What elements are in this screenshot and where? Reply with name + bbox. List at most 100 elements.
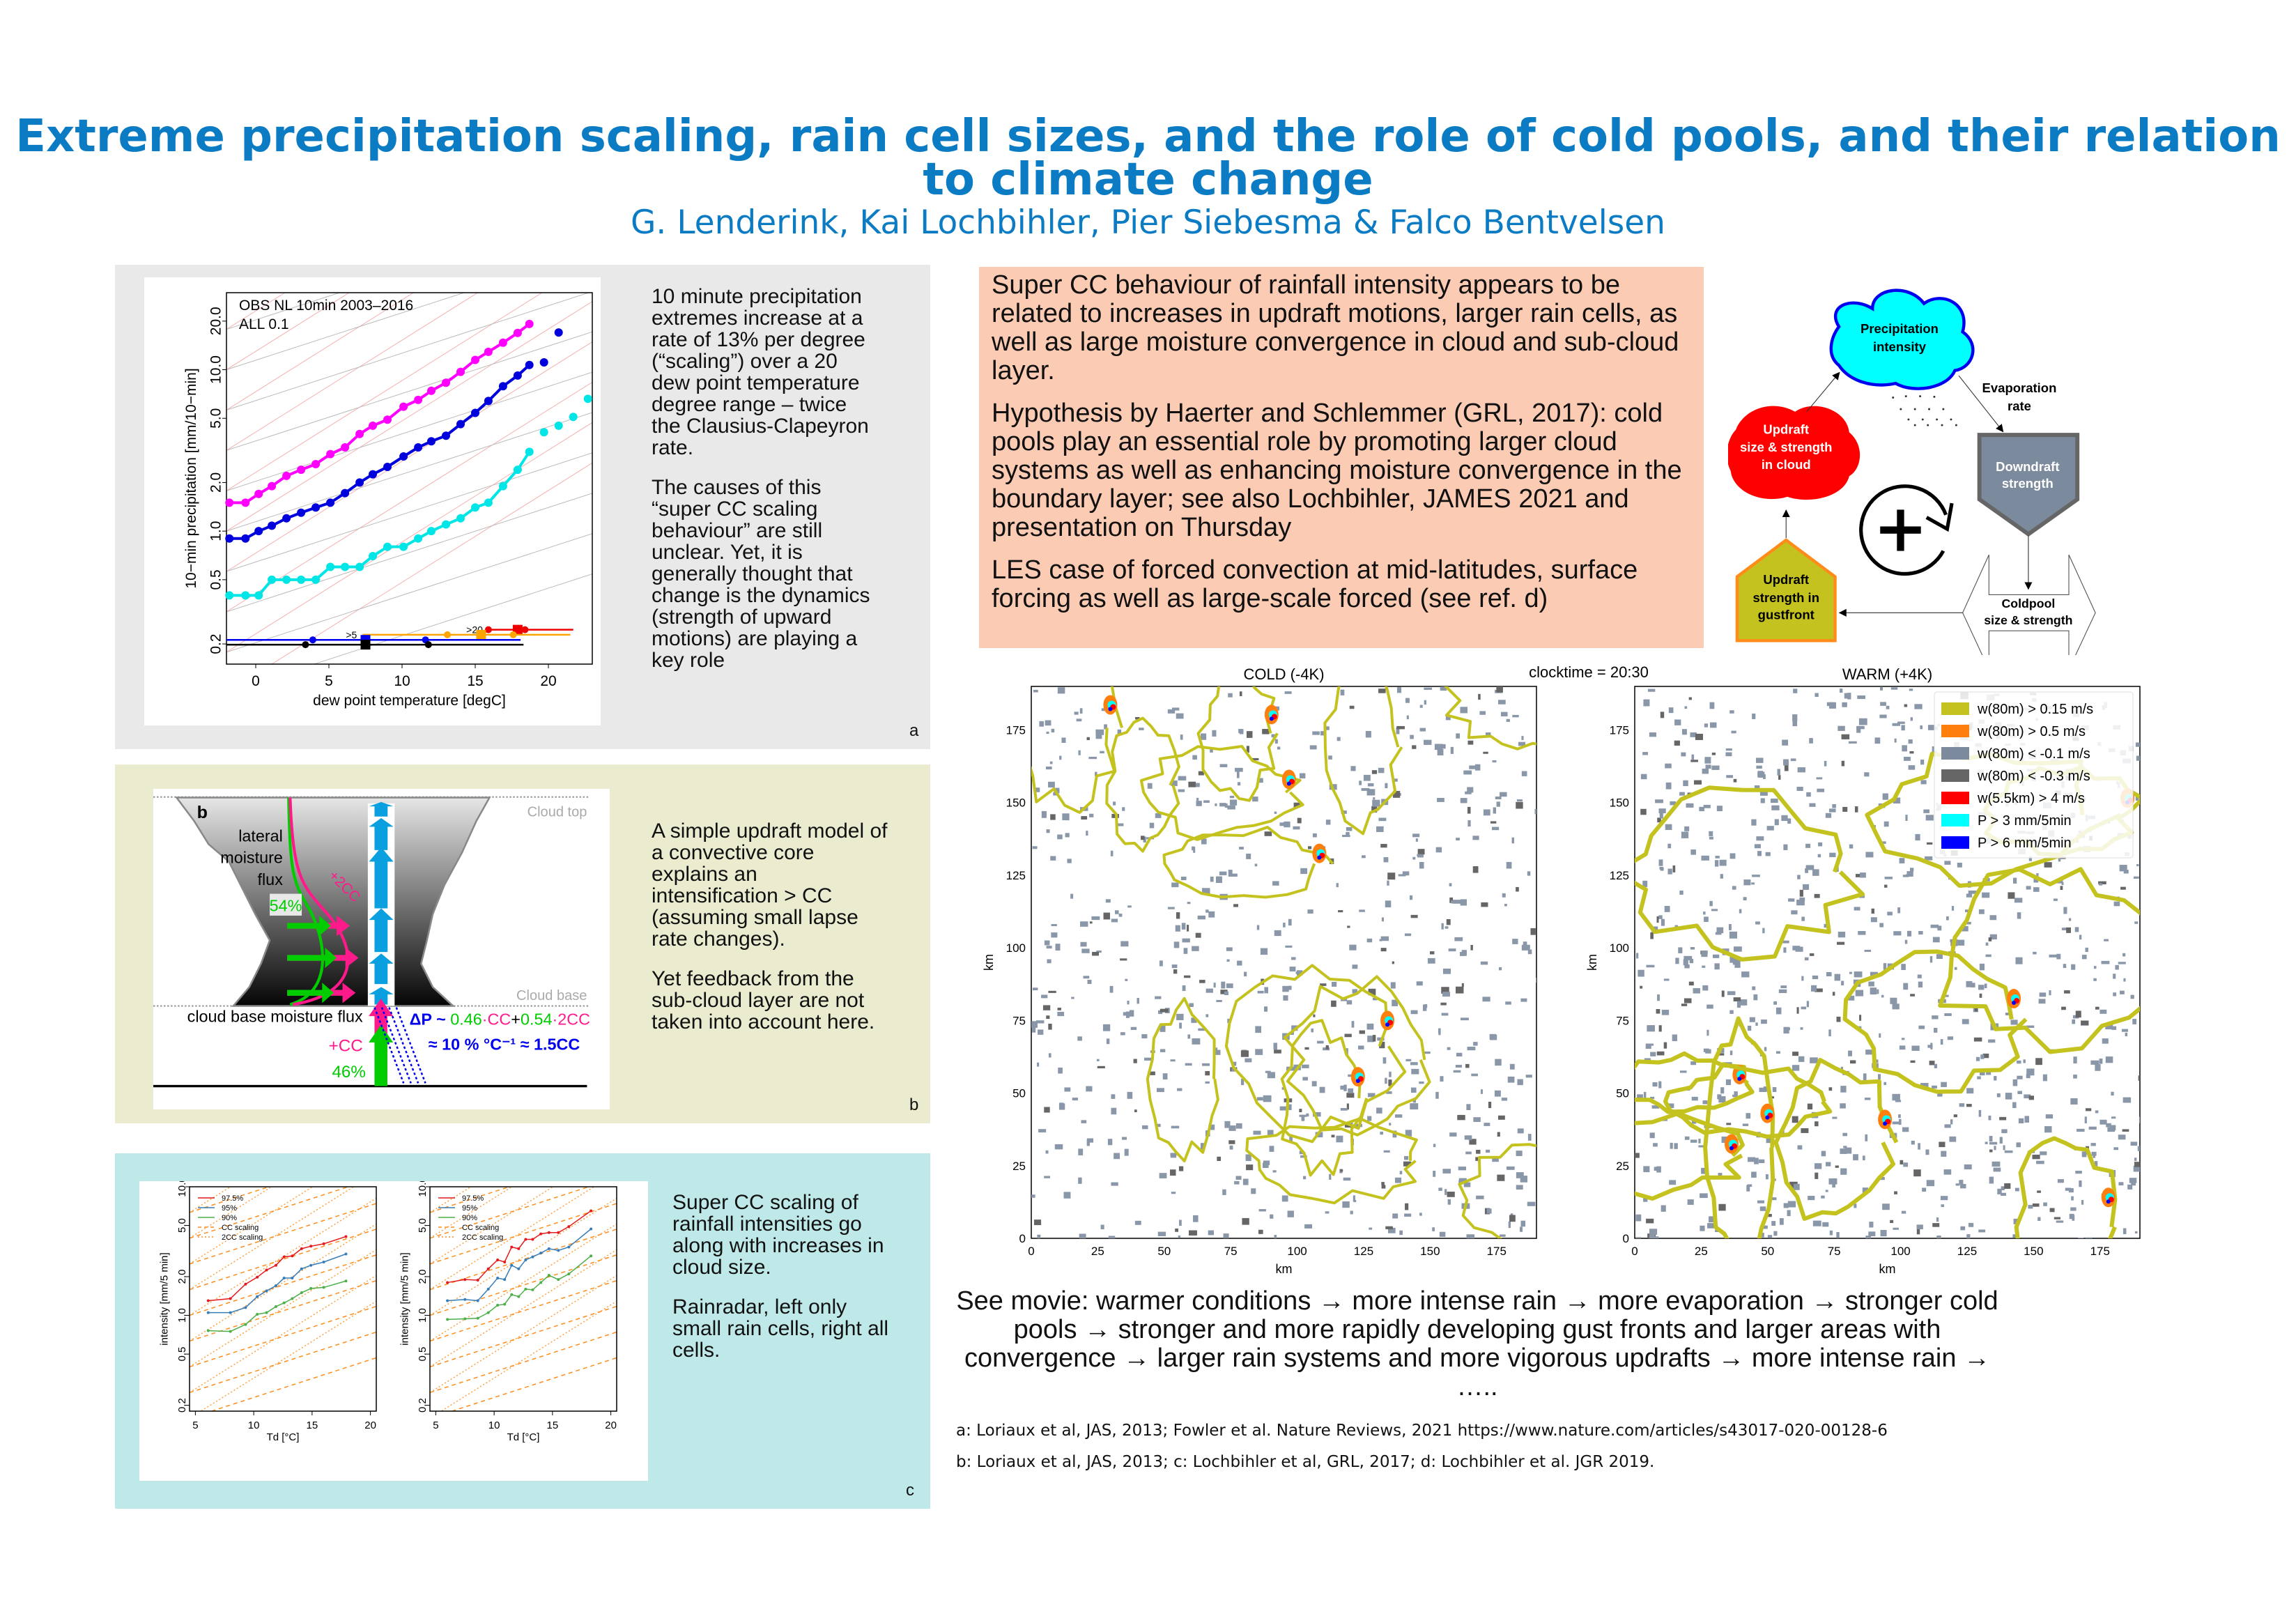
downdraft-patch: [1792, 1065, 1800, 1071]
x-tick-label: 125: [1957, 1245, 1977, 1258]
downdraft-patch: [1367, 1093, 1376, 1098]
downdraft-patch: [1224, 803, 1228, 808]
downdraft-patch: [2069, 1213, 2074, 1220]
data-point: [567, 1225, 571, 1229]
downdraft-patch: [1091, 916, 1100, 921]
downdraft-patch: [2071, 1196, 2074, 1201]
downdraft-patch: [2133, 1165, 2140, 1172]
downdraft-patch: [1149, 822, 1155, 829]
downdraft-patch: [1123, 1012, 1130, 1016]
downdraft-patch: [1448, 948, 1456, 952]
downdraft-patch: [1684, 706, 1688, 709]
downdraft-patch: [1686, 803, 1694, 808]
downdraft-patch: [1415, 838, 1418, 842]
downdraft-patch: [1490, 1034, 1497, 1040]
y-tick-label: 5.0: [208, 408, 224, 429]
downdraft-patch: [1262, 729, 1270, 734]
data-point: [539, 1252, 543, 1255]
downdraft-patch: [1433, 1171, 1436, 1177]
downdraft-patch: [2043, 1202, 2047, 1206]
downdraft-patch: [1500, 792, 1507, 797]
downdraft-patch: [1079, 1233, 1086, 1238]
downdraft-patch: [1092, 951, 1100, 956]
downdraft-patch: [1701, 1167, 1709, 1174]
downdraft-patch: [1228, 693, 1233, 698]
downdraft-patch: [1171, 882, 1179, 888]
downdraft-patch: [1516, 801, 1523, 809]
downdraft-patch: [1812, 869, 1819, 876]
series-line-90%: [208, 1280, 346, 1332]
y-tick-label: 175: [1006, 724, 1026, 737]
downdraft-patch: [1761, 1020, 1767, 1024]
downdraft-patch: [1658, 1081, 1662, 1089]
downdraft-patch: [1864, 949, 1872, 952]
downdraft-patch: [1753, 994, 1758, 1001]
downdraft-patch: [1792, 714, 1798, 721]
downdraft-patch: [1349, 705, 1355, 709]
cc-line: [210, 1357, 376, 1411]
downdraft-patch: [1856, 726, 1861, 733]
downdraft-patch: [1877, 989, 1879, 994]
downdraft-patch: [2078, 1238, 2083, 1243]
downdraft-patch: [1520, 1226, 1523, 1232]
downdraft-patch: [1701, 855, 1709, 861]
downdraft-patch: [1032, 1026, 1036, 1033]
downdraft-patch: [1807, 1103, 1813, 1110]
downdraft-patch: [1229, 1145, 1233, 1150]
range-q25: [309, 636, 316, 644]
precip-6mm: [1317, 855, 1322, 860]
cold-map: COLD (-4K)002525505075751001001251251501…: [982, 666, 1537, 1276]
data-point: [297, 466, 306, 475]
data-point: [265, 1289, 268, 1293]
downdraft-patch: [1792, 1116, 1798, 1123]
les-maps: clocktime = 20:30 COLD (-4K) 0 0 25 25 50 50 75 7…: [962, 662, 2160, 1282]
eq-dp: ΔP ~: [410, 1010, 451, 1029]
downdraft-patch: [1739, 909, 1742, 914]
downdraft-patch: [2049, 1208, 2055, 1213]
downdraft-patch: [1828, 1178, 1837, 1185]
downdraft-patch: [1492, 1157, 1499, 1162]
downdraft-patch: [1139, 728, 1144, 730]
plus-cc-label: +CC: [329, 1036, 363, 1055]
downdraft-patch: [1510, 1213, 1513, 1216]
downdraft-patch: [1870, 971, 1878, 976]
downdraft-patch: [1181, 923, 1186, 930]
gust-front: [1842, 949, 2028, 1094]
downdraft-patch: [1506, 861, 1512, 869]
downdraft-patch: [1500, 711, 1508, 716]
downdraft-patch: [1497, 1115, 1505, 1120]
downdraft-patch: [2132, 1019, 2136, 1024]
downdraft-patch: [1809, 803, 1816, 807]
downdraft-patch: [1272, 881, 1279, 886]
downdraft-patch: [1405, 1059, 1412, 1061]
downdraft-patch: [1751, 819, 1757, 826]
downdraft-patch: [1640, 808, 1647, 815]
downdraft-patch: [1756, 757, 1764, 763]
downdraft-patch: [2122, 1097, 2132, 1103]
2cc-line: [430, 1197, 617, 1316]
downdraft-patch: [1105, 899, 1111, 903]
downdraft-patch: [1195, 932, 1201, 938]
data-point: [503, 1278, 507, 1282]
data-point: [241, 498, 250, 507]
downdraft-patch: [1484, 1123, 1490, 1126]
downdraft-patch: [1957, 863, 1962, 868]
downdraft-patch: [1079, 708, 1083, 714]
x-tick-label: 0: [1631, 1245, 1638, 1258]
downdraft-patch: [1814, 893, 1820, 898]
downdraft-patch: [1808, 1195, 1815, 1201]
downdraft-patch: [1050, 856, 1056, 861]
downdraft-patch: [2016, 1142, 2021, 1148]
downdraft-patch: [1989, 1141, 1998, 1145]
downdraft-patch: [1932, 746, 1935, 753]
downdraft-patch: [1450, 900, 1454, 904]
downdraft-patch: [1647, 1025, 1655, 1032]
downdraft-patch: [1288, 985, 1292, 990]
downdraft-patch: [2013, 877, 2017, 884]
data-point: [456, 514, 465, 523]
downdraft-patch: [1078, 750, 1081, 755]
downdraft-patch: [1881, 994, 1884, 998]
downdraft-patch: [1257, 990, 1264, 994]
downdraft-patch: [1703, 912, 1706, 915]
panel-b-paragraph: Yet feedback from the sub-cloud layer ar…: [652, 967, 875, 1033]
